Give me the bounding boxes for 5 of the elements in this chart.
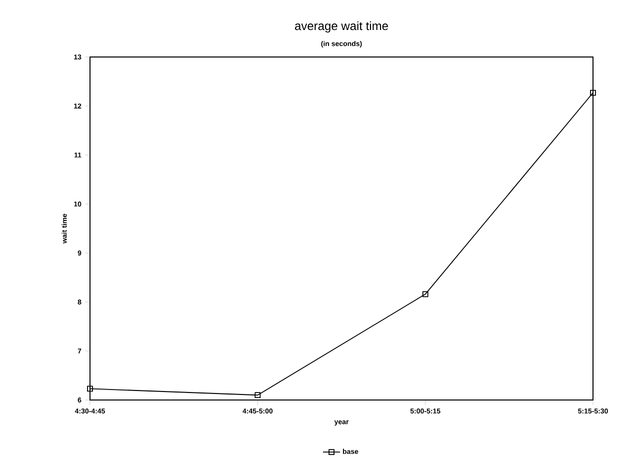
- point: [254, 392, 261, 398]
- point: [590, 90, 596, 96]
- chart-title: average wait time: [294, 21, 388, 33]
- point: [422, 291, 428, 298]
- point: [87, 386, 93, 392]
